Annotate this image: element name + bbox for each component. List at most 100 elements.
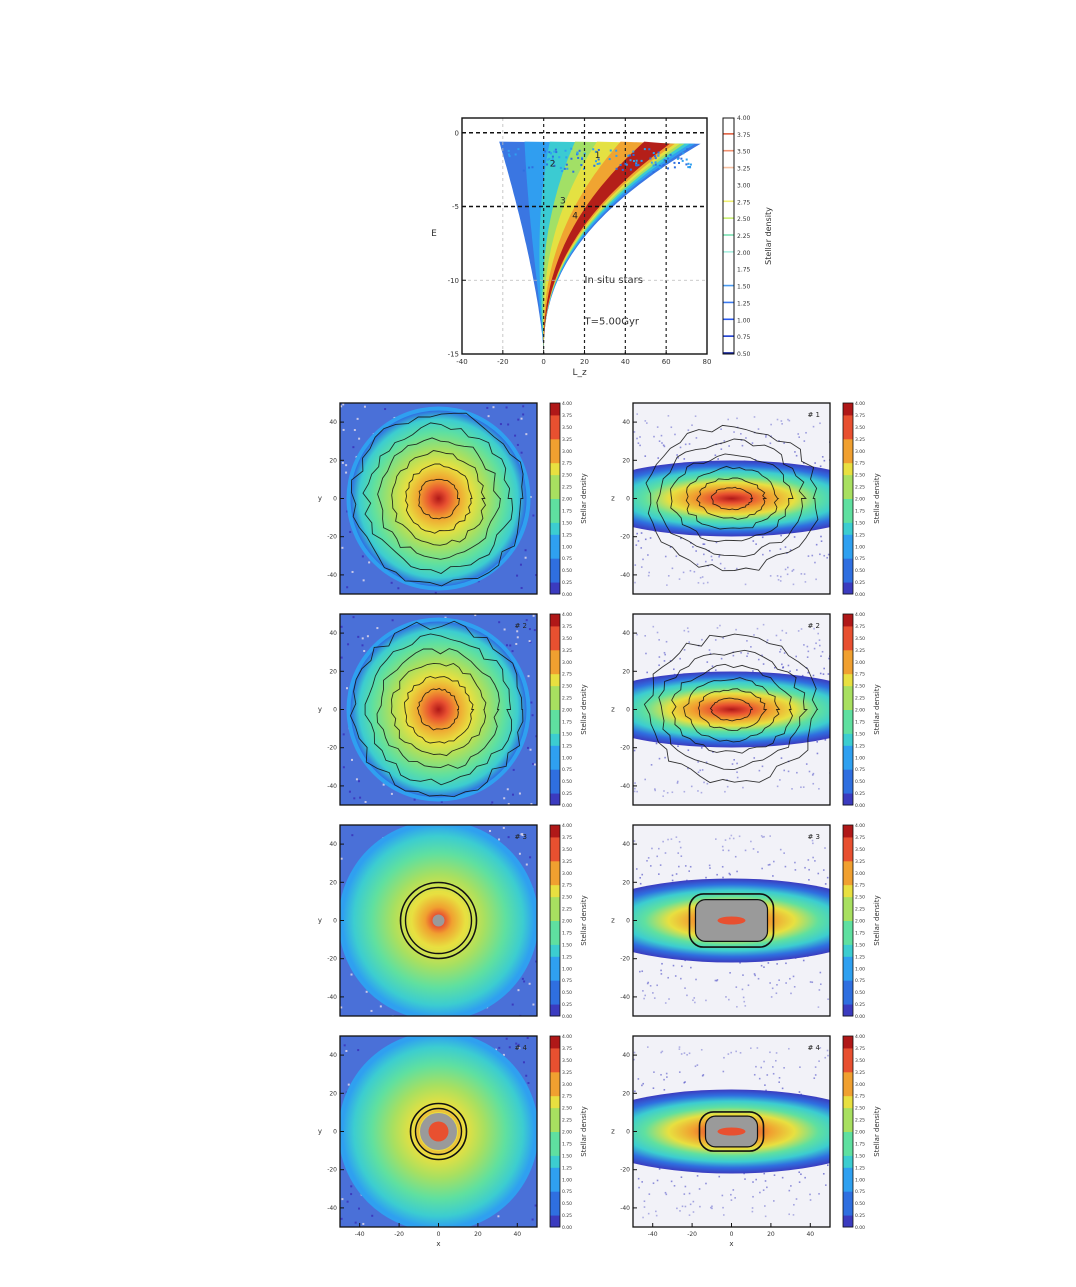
noise-speck (792, 975, 795, 978)
colorbar-tick-label: 0.00 (562, 1225, 572, 1231)
noise-speck (521, 977, 524, 980)
density-speck (632, 159, 635, 162)
colorbar-tick-label: 0.75 (562, 978, 572, 984)
density-speck (619, 164, 622, 167)
map-colorbar: 4.00 3.75 3.50 3.25 3.00 2.75 2.50 2.25 2.00 1.75… (842, 1034, 881, 1231)
noise-speck (815, 642, 817, 645)
noise-speck (637, 1177, 640, 1180)
colorbar-tick-label: 3.00 (562, 871, 572, 877)
noise-speck (340, 857, 343, 860)
noise-speck (643, 1200, 646, 1203)
noise-speck (728, 837, 731, 840)
noise-speck (818, 1060, 820, 1062)
panel-label: # 3 (514, 833, 527, 841)
colorbar-segment (550, 582, 560, 595)
y-tick-label: 0 (333, 918, 337, 925)
noise-speck (489, 829, 492, 832)
colorbar-tick-label: 1.25 (562, 954, 572, 960)
noise-speck (358, 1207, 361, 1210)
noise-speck (679, 1210, 681, 1212)
noise-speck (826, 556, 828, 559)
noise-speck (633, 1058, 635, 1061)
colorbar-frame (549, 402, 561, 595)
y-tick-label: 0 (455, 129, 459, 137)
noise-speck (678, 578, 681, 580)
noise-speck (752, 848, 755, 850)
x-tick-label: -40 (355, 1231, 365, 1238)
density-band (543, 141, 680, 354)
noise-speck (644, 455, 647, 457)
noise-speck (818, 1193, 820, 1195)
noise-speck (723, 440, 726, 442)
energy-colorbar: 4.00 3.75 3.50 3.25 3.00 2.75 2.50 2.25 2.00 1.75… (722, 115, 773, 358)
y-axis-label: y (318, 495, 322, 503)
noise-speck (728, 872, 731, 875)
noise-speck (526, 1037, 529, 1040)
noise-speck (709, 652, 712, 655)
noise-speck (696, 1175, 699, 1177)
noise-speck (526, 746, 529, 749)
colorbar-tick-label: 3.50 (562, 425, 572, 431)
noise-speck (641, 1181, 643, 1183)
noise-speck (703, 553, 705, 556)
noise-speck (503, 797, 506, 800)
density-speck (565, 163, 568, 166)
y-tick-label: 40 (622, 841, 630, 848)
colorbar-segment (843, 1095, 853, 1109)
noise-speck (664, 1191, 667, 1194)
noise-speck (362, 1222, 365, 1225)
colorbar-segment (843, 968, 853, 981)
colorbar-segment (843, 848, 853, 862)
noise-speck (763, 1060, 765, 1063)
colorbar-segment (723, 286, 734, 304)
noise-speck (691, 424, 693, 427)
x-axis-label: x (436, 1240, 440, 1248)
colorbar-tick-label: 3.50 (855, 425, 865, 431)
noise-speck (683, 1081, 686, 1084)
noise-speck (701, 638, 703, 641)
colorbar-segment (843, 510, 853, 523)
noise-speck (754, 974, 756, 977)
noise-speck (790, 992, 792, 995)
colorbar-tick-label: 1.00 (737, 317, 751, 324)
noise-speck (785, 982, 787, 984)
noise-speck (371, 1214, 374, 1217)
colorbar-tick-label: 3.00 (855, 660, 865, 666)
noise-speck (515, 1042, 518, 1045)
noise-speck (658, 664, 660, 667)
noise-speck (679, 446, 682, 449)
colorbar-tick-label: 3.75 (562, 624, 572, 630)
colorbar-label: Stellar density (873, 684, 881, 734)
noise-speck (672, 964, 675, 967)
density-speck (632, 150, 635, 153)
noise-speck (676, 1207, 678, 1210)
noise-speck (487, 415, 490, 418)
noise-speck (762, 553, 764, 556)
noise-speck (764, 1180, 767, 1182)
noise-speck (773, 666, 776, 669)
noise-speck (727, 1053, 730, 1055)
colorbar-segment (550, 1131, 560, 1144)
noise-speck (812, 674, 815, 677)
colorbar-tick-label: 1.75 (855, 930, 865, 936)
noise-speck (807, 859, 810, 861)
noise-speck (714, 979, 717, 982)
noise-speck (792, 583, 795, 586)
noise-speck (747, 984, 750, 987)
noise-speck (634, 787, 636, 790)
density-speck (541, 160, 544, 163)
noise-speck (715, 541, 718, 544)
noise-speck (770, 996, 773, 998)
colorbar-segment (550, 1059, 560, 1073)
noise-speck (730, 1199, 733, 1201)
colorbar-tick-label: 3.25 (562, 1070, 572, 1076)
noise-speck (760, 835, 763, 837)
colorbar-label: Stellar density (580, 684, 588, 734)
colorbar-tick-label: 1.50 (562, 942, 572, 948)
noise-speck (525, 863, 528, 866)
colorbar-tick-label: 3.75 (562, 1046, 572, 1052)
density-speck (593, 164, 596, 167)
noise-speck (744, 849, 747, 852)
noise-speck (652, 625, 655, 628)
y-tick-label: 40 (622, 630, 630, 637)
